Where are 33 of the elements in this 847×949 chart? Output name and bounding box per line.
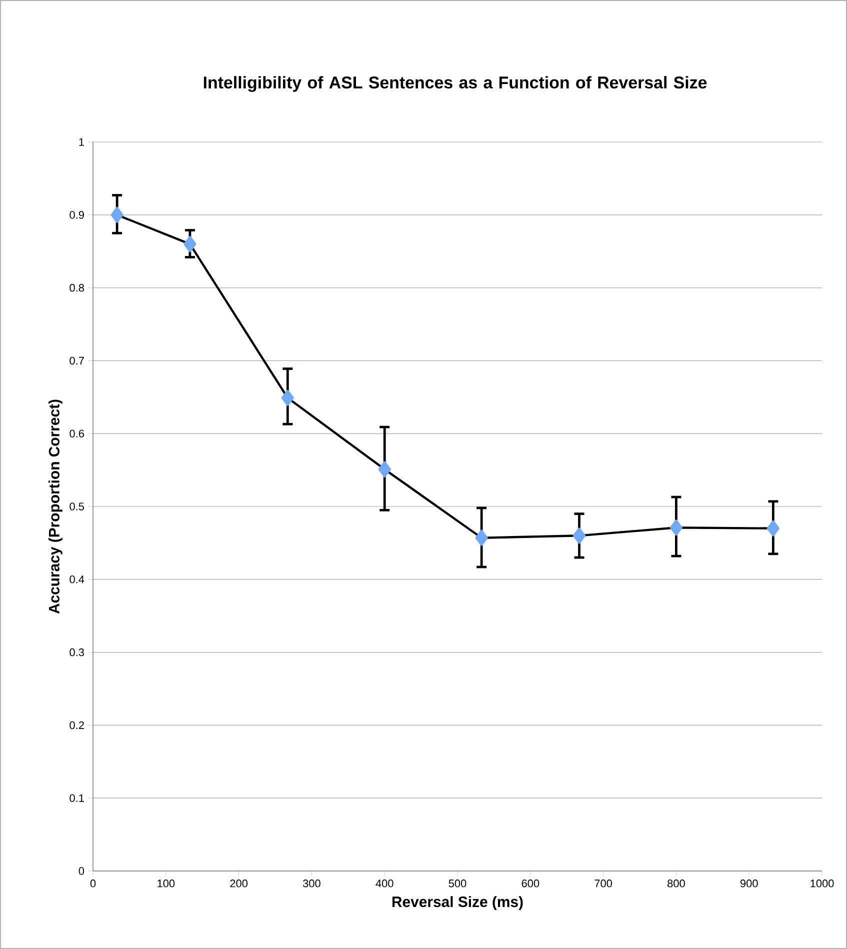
y-tick-label: 0.1: [70, 794, 84, 802]
y-tick-label: 0: [78, 867, 84, 875]
y-tick-label: 0.7: [70, 356, 84, 365]
x-tick-label: 200: [230, 880, 248, 888]
y-tick-label: 0.9: [70, 211, 84, 219]
x-tick-label: 500: [448, 880, 466, 888]
y-tick-label: 0.5: [70, 502, 84, 510]
x-tick-label: 0: [90, 880, 96, 888]
x-tick-label: 800: [668, 880, 685, 888]
x-tick-label: 600: [522, 880, 540, 888]
point: [766, 520, 780, 536]
y-tick-label: 0.6: [70, 430, 84, 438]
x-tick-label: 400: [376, 880, 394, 888]
x-tick-label: 700: [594, 880, 612, 888]
point: [475, 530, 488, 546]
point: [670, 520, 683, 536]
y-tick-label: 0.2: [70, 721, 84, 730]
chart-title: Intelligibility of ASL Sentences as a Function of Reversal Size: [204, 76, 707, 92]
point: [281, 390, 294, 406]
x-tick-label: 900: [740, 880, 758, 888]
point: [572, 528, 586, 544]
x-axis-title: Reversal Size (ms): [392, 896, 523, 910]
point: [184, 236, 196, 252]
y-tick-label: 0.4: [70, 576, 84, 584]
point: [378, 461, 391, 478]
y-tick-label: 1: [79, 138, 84, 146]
y-axis-title: Accuracy (Proportion Correct): [48, 400, 62, 614]
x-tick-label: 100: [158, 880, 175, 888]
x-tick-label: 1000: [810, 880, 834, 888]
y-tick-label: 0.3: [70, 648, 84, 656]
y-tick-label: 0.8: [70, 284, 84, 292]
point: [110, 206, 124, 223]
x-tick-label: 300: [302, 880, 320, 888]
